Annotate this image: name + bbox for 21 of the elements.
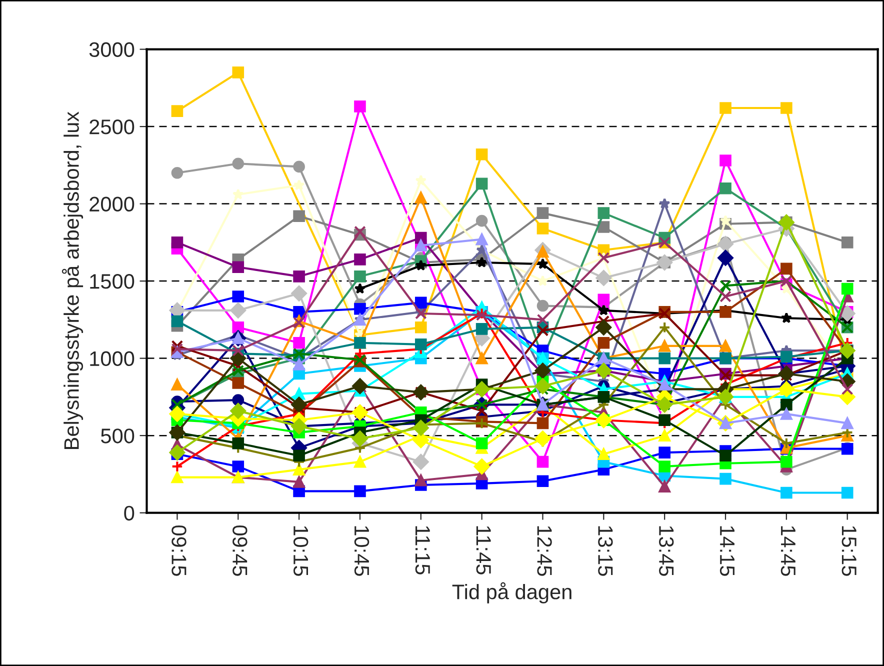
x-tick-label: 11:45	[476, 526, 491, 574]
x-tick-label: 09:15	[172, 525, 186, 576]
y-tick-label: 2000	[90, 196, 134, 212]
y-tick-label: 3000	[89, 42, 134, 58]
y-tick-label: 0	[124, 506, 134, 521]
x-tick-label: 14:15	[720, 526, 734, 576]
x-tick-label: 14:45	[780, 526, 796, 576]
x-tick-label: 10:45	[354, 526, 370, 576]
x-tick-label: 12:45	[537, 526, 552, 576]
y-tick-label: 1000	[90, 351, 134, 366]
x-axis-title: Tid på dagen	[452, 582, 572, 604]
x-tick-label: 10:15	[293, 526, 308, 576]
y-axis-title: Belysningsstyrke på arbejdsbord, lux	[62, 112, 84, 449]
y-tick-label: 1500	[90, 274, 134, 289]
x-tick-label: 13:15	[598, 526, 613, 576]
x-tick-label: 11:15	[415, 526, 430, 574]
y-tick-label: 500	[101, 428, 134, 444]
y-tick-label: 2500	[90, 120, 134, 134]
x-tick-label: 15:15	[842, 526, 856, 576]
x-tick-label: 13:45	[658, 526, 674, 576]
x-tick-label: 09:45	[232, 525, 248, 576]
